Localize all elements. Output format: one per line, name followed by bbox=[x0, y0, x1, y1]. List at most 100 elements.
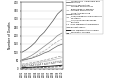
Breast cancer bbox=[26, 66, 27, 67]
CRC Malignant lymphoma bbox=[39, 63, 40, 64]
Paediatric cancers bbox=[34, 67, 36, 68]
Colon and rectum
cancers of intestines bbox=[52, 39, 53, 40]
CRC Malignant melanoma bbox=[26, 67, 27, 68]
Leukaemia, lymphoma and
myeloma bbox=[48, 26, 49, 27]
Breast cancer bbox=[39, 64, 40, 65]
Unspecified/ill-defined
cancers of intestines bbox=[48, 48, 49, 49]
CRC Malignant melanoma bbox=[21, 67, 23, 68]
Gynaecological malignancies
of uterus bbox=[26, 63, 27, 64]
Gynaecological malignancies
of uterus bbox=[30, 62, 31, 63]
Gynaecological malignancies
of uterus bbox=[34, 62, 36, 63]
Urological malignancies
prostate bbox=[34, 63, 36, 64]
CRC Malignant lymphoma bbox=[61, 60, 62, 61]
Line: CRC Malignant lymphoma: CRC Malignant lymphoma bbox=[22, 61, 61, 66]
CRC Malignant lymphoma bbox=[56, 61, 58, 62]
Line: Paediatric cancers: Paediatric cancers bbox=[22, 67, 61, 68]
Line: Urological malignancies
prostate: Urological malignancies prostate bbox=[22, 58, 61, 65]
Breast cancer bbox=[34, 65, 36, 66]
Lung, trachea and
bronchus bbox=[52, 48, 53, 49]
Lung, trachea and
bronchus bbox=[39, 55, 40, 56]
CRC Malignant lymphoma bbox=[52, 62, 53, 63]
Urological malignancies
prostate bbox=[43, 61, 44, 62]
Breast cancer bbox=[21, 66, 23, 67]
CRC Malignant melanoma bbox=[43, 66, 44, 67]
Leukaemia, lymphoma and
myeloma bbox=[39, 36, 40, 37]
CRC Malignant lymphoma bbox=[21, 65, 23, 66]
Gynaecological malignancies
of uterus bbox=[61, 56, 62, 57]
Paediatric cancers bbox=[56, 66, 58, 67]
CRC Malignant lymphoma bbox=[48, 62, 49, 63]
Line: Colon and rectum
cancers of intestines: Colon and rectum cancers of intestines bbox=[22, 33, 61, 60]
Breast cancer bbox=[48, 63, 49, 64]
CRC Malignant lymphoma bbox=[34, 64, 36, 65]
Paediatric cancers bbox=[48, 67, 49, 68]
CRC Malignant melanoma bbox=[48, 66, 49, 67]
Unspecified/ill-defined
cancers of intestines bbox=[34, 55, 36, 56]
Urological malignancies
prostate bbox=[52, 59, 53, 60]
Leukaemia, lymphoma and
myeloma bbox=[43, 32, 44, 33]
Paediatric cancers bbox=[30, 67, 31, 68]
Unspecified/ill-defined
cancers of intestines bbox=[43, 50, 44, 51]
Lung, trachea and
bronchus bbox=[21, 60, 23, 61]
Urological malignancies
prostate bbox=[48, 60, 49, 61]
Leukaemia, lymphoma and
myeloma bbox=[26, 49, 27, 50]
Line: Lung, trachea and
bronchus: Lung, trachea and bronchus bbox=[22, 44, 61, 60]
Breast cancer bbox=[56, 62, 58, 63]
Colon and rectum
cancers of intestines bbox=[30, 55, 31, 56]
Gynaecological malignancies
of uterus bbox=[56, 56, 58, 57]
Urological malignancies
prostate bbox=[56, 58, 58, 59]
Paediatric cancers bbox=[61, 66, 62, 67]
Lung, trachea and
bronchus bbox=[48, 51, 49, 52]
Paediatric cancers bbox=[21, 68, 23, 69]
Line: Gynaecological malignancies
of uterus: Gynaecological malignancies of uterus bbox=[22, 56, 61, 64]
Line: Unspecified/ill-defined
cancers of intestines: Unspecified/ill-defined cancers of intes… bbox=[22, 39, 61, 61]
Y-axis label: Number of Deaths: Number of Deaths bbox=[8, 22, 12, 49]
Colon and rectum
cancers of intestines bbox=[61, 33, 62, 34]
Unspecified/ill-defined
cancers of intestines bbox=[61, 39, 62, 40]
Paediatric cancers bbox=[43, 67, 44, 68]
Line: Leukaemia, lymphoma and
myeloma: Leukaemia, lymphoma and myeloma bbox=[22, 10, 61, 52]
Colon and rectum
cancers of intestines bbox=[43, 46, 44, 47]
Leukaemia, lymphoma and
myeloma bbox=[30, 46, 31, 47]
Urological malignancies
prostate bbox=[61, 57, 62, 58]
Urological malignancies
prostate bbox=[39, 62, 40, 63]
Urological malignancies
prostate bbox=[26, 64, 27, 65]
Gynaecological malignancies
of uterus bbox=[48, 59, 49, 60]
Urological malignancies
prostate bbox=[30, 63, 31, 64]
CRC Malignant melanoma bbox=[56, 65, 58, 66]
CRC Malignant melanoma bbox=[30, 67, 31, 68]
Lung, trachea and
bronchus bbox=[43, 53, 44, 54]
Gynaecological malignancies
of uterus bbox=[39, 61, 40, 62]
Line: CRC Malignant melanoma: CRC Malignant melanoma bbox=[22, 65, 61, 68]
Lung, trachea and
bronchus bbox=[34, 56, 36, 57]
Unspecified/ill-defined
cancers of intestines bbox=[21, 60, 23, 61]
Paediatric cancers bbox=[39, 67, 40, 68]
CRC Malignant melanoma bbox=[34, 66, 36, 67]
Urological malignancies
prostate bbox=[21, 65, 23, 66]
Unspecified/ill-defined
cancers of intestines bbox=[56, 41, 58, 42]
Lung, trachea and
bronchus bbox=[61, 44, 62, 45]
Colon and rectum
cancers of intestines bbox=[34, 53, 36, 54]
Colon and rectum
cancers of intestines bbox=[39, 49, 40, 50]
Breast cancer bbox=[30, 65, 31, 66]
Leukaemia, lymphoma and
myeloma bbox=[21, 52, 23, 53]
Unspecified/ill-defined
cancers of intestines bbox=[39, 53, 40, 54]
Gynaecological malignancies
of uterus bbox=[43, 60, 44, 61]
CRC Malignant melanoma bbox=[61, 65, 62, 66]
Unspecified/ill-defined
cancers of intestines bbox=[26, 59, 27, 60]
Line: Breast cancer: Breast cancer bbox=[22, 62, 61, 67]
Breast cancer bbox=[43, 64, 44, 65]
Lung, trachea and
bronchus bbox=[26, 59, 27, 60]
Colon and rectum
cancers of intestines bbox=[56, 35, 58, 36]
Lung, trachea and
bronchus bbox=[30, 58, 31, 59]
Colon and rectum
cancers of intestines bbox=[21, 59, 23, 60]
Leukaemia, lymphoma and
myeloma bbox=[34, 42, 36, 43]
CRC Malignant lymphoma bbox=[26, 65, 27, 66]
CRC Malignant melanoma bbox=[39, 66, 40, 67]
Leukaemia, lymphoma and
myeloma bbox=[52, 20, 53, 21]
Paediatric cancers bbox=[52, 66, 53, 67]
CRC Malignant lymphoma bbox=[43, 63, 44, 64]
Legend: Leukaemia, lymphoma and
myeloma, Colon and rectum
cancers of intestines, Unspeci: Leukaemia, lymphoma and myeloma, Colon a… bbox=[65, 0, 102, 34]
Unspecified/ill-defined
cancers of intestines bbox=[52, 44, 53, 45]
Lung, trachea and
bronchus bbox=[56, 45, 58, 46]
